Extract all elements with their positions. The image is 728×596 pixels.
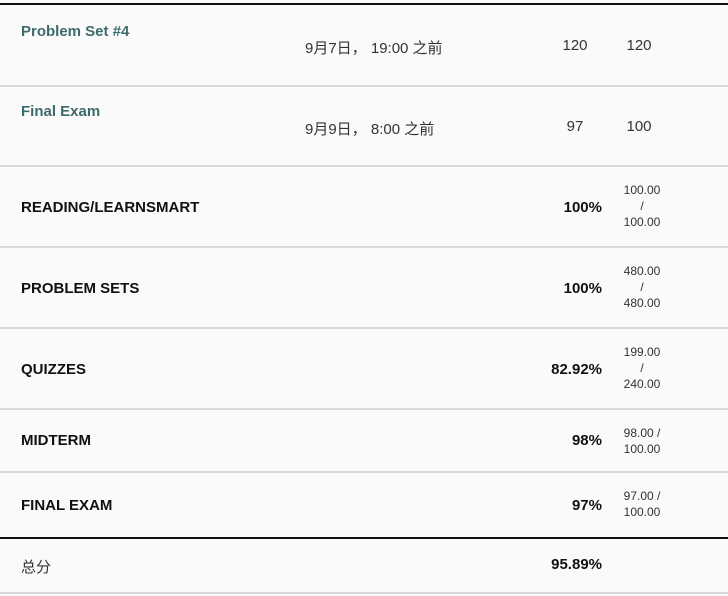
group-percent: 98% — [571, 432, 602, 449]
separator: / — [640, 361, 644, 375]
points-total: 480.00 — [623, 296, 661, 310]
total-divider — [0, 537, 728, 539]
group-points: 98.00 / 100.00 — [618, 425, 666, 457]
group-points: 97.00 / 100.00 — [618, 488, 666, 520]
group-points: 199.00 / 240.00 — [618, 344, 666, 392]
points-total: 100.00 — [623, 215, 661, 229]
due-date: 9月7日， 19:00 之前 — [305, 40, 443, 57]
points-earned: 480.00 — [623, 264, 661, 278]
group-name: PROBLEM SETS — [21, 280, 140, 297]
points-earned: 100.00 — [623, 183, 661, 197]
total-label: 总分 — [21, 559, 52, 576]
group-row: FINAL EXAM 97% 97.00 / 100.00 — [0, 473, 728, 537]
group-name: READING/LEARNSMART — [21, 199, 200, 216]
group-percent: 82.92% — [551, 361, 602, 378]
group-percent: 97% — [571, 497, 602, 514]
points-total: 100.00 — [623, 442, 661, 456]
group-name: MIDTERM — [21, 432, 91, 449]
points-earned: 97.00 / — [623, 489, 661, 503]
score: 97 — [566, 118, 584, 135]
points-total: 240.00 — [623, 377, 661, 391]
assignment-row: Final Exam 9月9日， 8:00 之前 97 100 — [0, 87, 728, 167]
group-row: MIDTERM 98% 98.00 / 100.00 — [0, 410, 728, 473]
group-percent: 100% — [563, 280, 602, 297]
score: 120 — [562, 37, 588, 54]
group-name: FINAL EXAM — [21, 497, 113, 514]
total-row: 总分 95.89% — [0, 539, 728, 594]
total-percent: 95.89% — [551, 556, 602, 573]
table-top-border — [0, 3, 728, 5]
due-date: 9月9日， 8:00 之前 — [305, 121, 435, 138]
assignment-row: Problem Set #4 9月7日， 19:00 之前 120 120 — [0, 5, 728, 87]
group-row: PROBLEM SETS 100% 480.00 / 480.00 — [0, 248, 728, 329]
group-points: 480.00 / 480.00 — [618, 263, 666, 311]
separator: / — [640, 199, 644, 213]
group-name: QUIZZES — [21, 361, 87, 378]
points-earned: 199.00 — [623, 345, 661, 359]
separator: / — [640, 280, 644, 294]
group-points: 100.00 / 100.00 — [618, 182, 666, 230]
points-earned: 98.00 / — [623, 426, 661, 440]
assignment-link[interactable]: Final Exam — [21, 103, 101, 120]
points-possible: 120 — [626, 37, 652, 54]
assignment-link[interactable]: Problem Set #4 — [21, 23, 130, 40]
group-row: READING/LEARNSMART 100% 100.00 / 100.00 — [0, 167, 728, 248]
group-percent: 100% — [563, 199, 602, 216]
points-possible: 100 — [626, 118, 652, 135]
group-row: QUIZZES 82.92% 199.00 / 240.00 — [0, 329, 728, 410]
points-total: 100.00 — [623, 505, 661, 519]
